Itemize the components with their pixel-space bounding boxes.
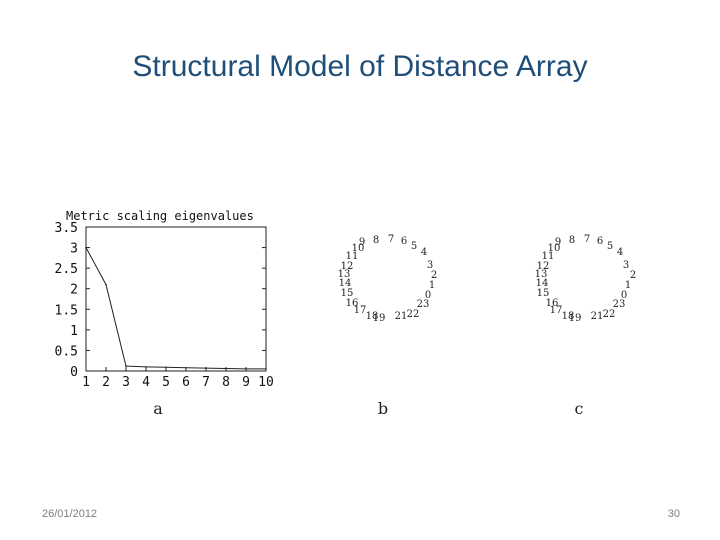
- node-label: 2: [431, 270, 437, 281]
- node-label: 3: [623, 260, 629, 271]
- footer-date: 26/01/2012: [42, 508, 98, 520]
- x-tick-label: 6: [182, 375, 190, 390]
- node-label: 16: [346, 298, 359, 309]
- node-label: 5: [607, 241, 613, 252]
- node-label: 14: [536, 278, 549, 289]
- y-tick-label: 3: [70, 242, 78, 257]
- x-tick-label: 4: [142, 375, 150, 390]
- node-label: 3: [427, 260, 433, 271]
- x-tick-label: 8: [222, 375, 230, 390]
- node-label: 1: [429, 280, 435, 291]
- node-label: 23: [417, 299, 430, 310]
- node-label: 8: [373, 235, 379, 246]
- y-tick-label: 2: [70, 283, 78, 298]
- data-point: [265, 368, 267, 370]
- y-tick-label: 1: [70, 324, 78, 339]
- node-label: 15: [537, 288, 550, 299]
- node-label: 18: [366, 311, 379, 322]
- x-tick-label: 5: [162, 375, 170, 390]
- node-label: 7: [388, 234, 394, 245]
- node-label: 8: [569, 235, 575, 246]
- node-label: 17: [354, 305, 367, 316]
- node-label: 0: [425, 290, 431, 301]
- node-label: 21: [591, 311, 604, 322]
- node-label: 4: [617, 247, 623, 258]
- node-label: 17: [550, 305, 563, 316]
- y-tick-label: 1.5: [55, 303, 78, 318]
- y-tick-label: 0: [70, 365, 78, 380]
- eigenvalue-chart: Metric scaling eigenvalues 0 0.5 1 1.5 2 2.5 3…: [55, 209, 274, 418]
- x-tick-label: 1: [82, 375, 90, 390]
- data-point: [105, 283, 107, 286]
- x-tick-label: 7: [202, 375, 210, 390]
- node-label: 13: [338, 269, 351, 280]
- x-tick-label: 3: [122, 375, 130, 390]
- node-label: 11: [346, 251, 359, 262]
- data-point: [165, 366, 167, 369]
- panel-caption-c: c: [575, 399, 584, 418]
- node-label: 12: [341, 261, 354, 272]
- data-point: [85, 246, 87, 249]
- y-tick-label: 0.5: [55, 344, 78, 359]
- node-label: 13: [535, 269, 548, 280]
- node-label: 5: [411, 241, 417, 252]
- node-label: 23: [613, 299, 626, 310]
- node-label: 19: [373, 313, 386, 324]
- node-label: 22: [603, 309, 616, 320]
- node-label: 10: [352, 243, 365, 254]
- x-tick-label: 10: [258, 375, 274, 390]
- x-tick-label: 9: [242, 375, 250, 390]
- y-tick-label: 3.5: [55, 221, 78, 236]
- slide-title: Structural Model of Distance Array: [132, 50, 588, 83]
- data-point: [225, 367, 227, 370]
- chart-title: Metric scaling eigenvalues: [66, 209, 254, 223]
- page-number: 30: [667, 508, 680, 520]
- node-label: 7: [584, 234, 590, 245]
- node-label: 2: [630, 270, 636, 281]
- node-label: 21: [395, 311, 408, 322]
- node-label: 14: [339, 278, 352, 289]
- y-tick-label: 2.5: [55, 262, 78, 277]
- node-label: 6: [401, 236, 407, 247]
- node-label: 15: [341, 288, 354, 299]
- plot-frame: [85, 226, 267, 372]
- panel-caption-b: b: [378, 399, 388, 418]
- node-label: 4: [421, 247, 427, 258]
- panel-caption-a: a: [153, 399, 163, 418]
- node-label: 0: [621, 290, 627, 301]
- series-line: [85, 247, 266, 370]
- node-label: 1: [625, 280, 631, 291]
- node-label: 9: [359, 237, 365, 248]
- data-point: [145, 366, 147, 368]
- node-label: 6: [597, 236, 603, 247]
- data-point: [185, 366, 187, 369]
- node-label: 12: [537, 261, 550, 272]
- node-label: 16: [546, 298, 559, 309]
- data-point: [205, 367, 207, 369]
- node-label: 9: [555, 237, 561, 248]
- node-label: 10: [548, 243, 561, 254]
- node-label: 18: [562, 311, 575, 322]
- data-point: [125, 365, 127, 367]
- data-point: [245, 368, 247, 370]
- node-label: 19: [569, 313, 582, 324]
- node-label: 11: [542, 251, 555, 262]
- node-label: 22: [407, 309, 420, 320]
- x-tick-label: 2: [102, 375, 110, 390]
